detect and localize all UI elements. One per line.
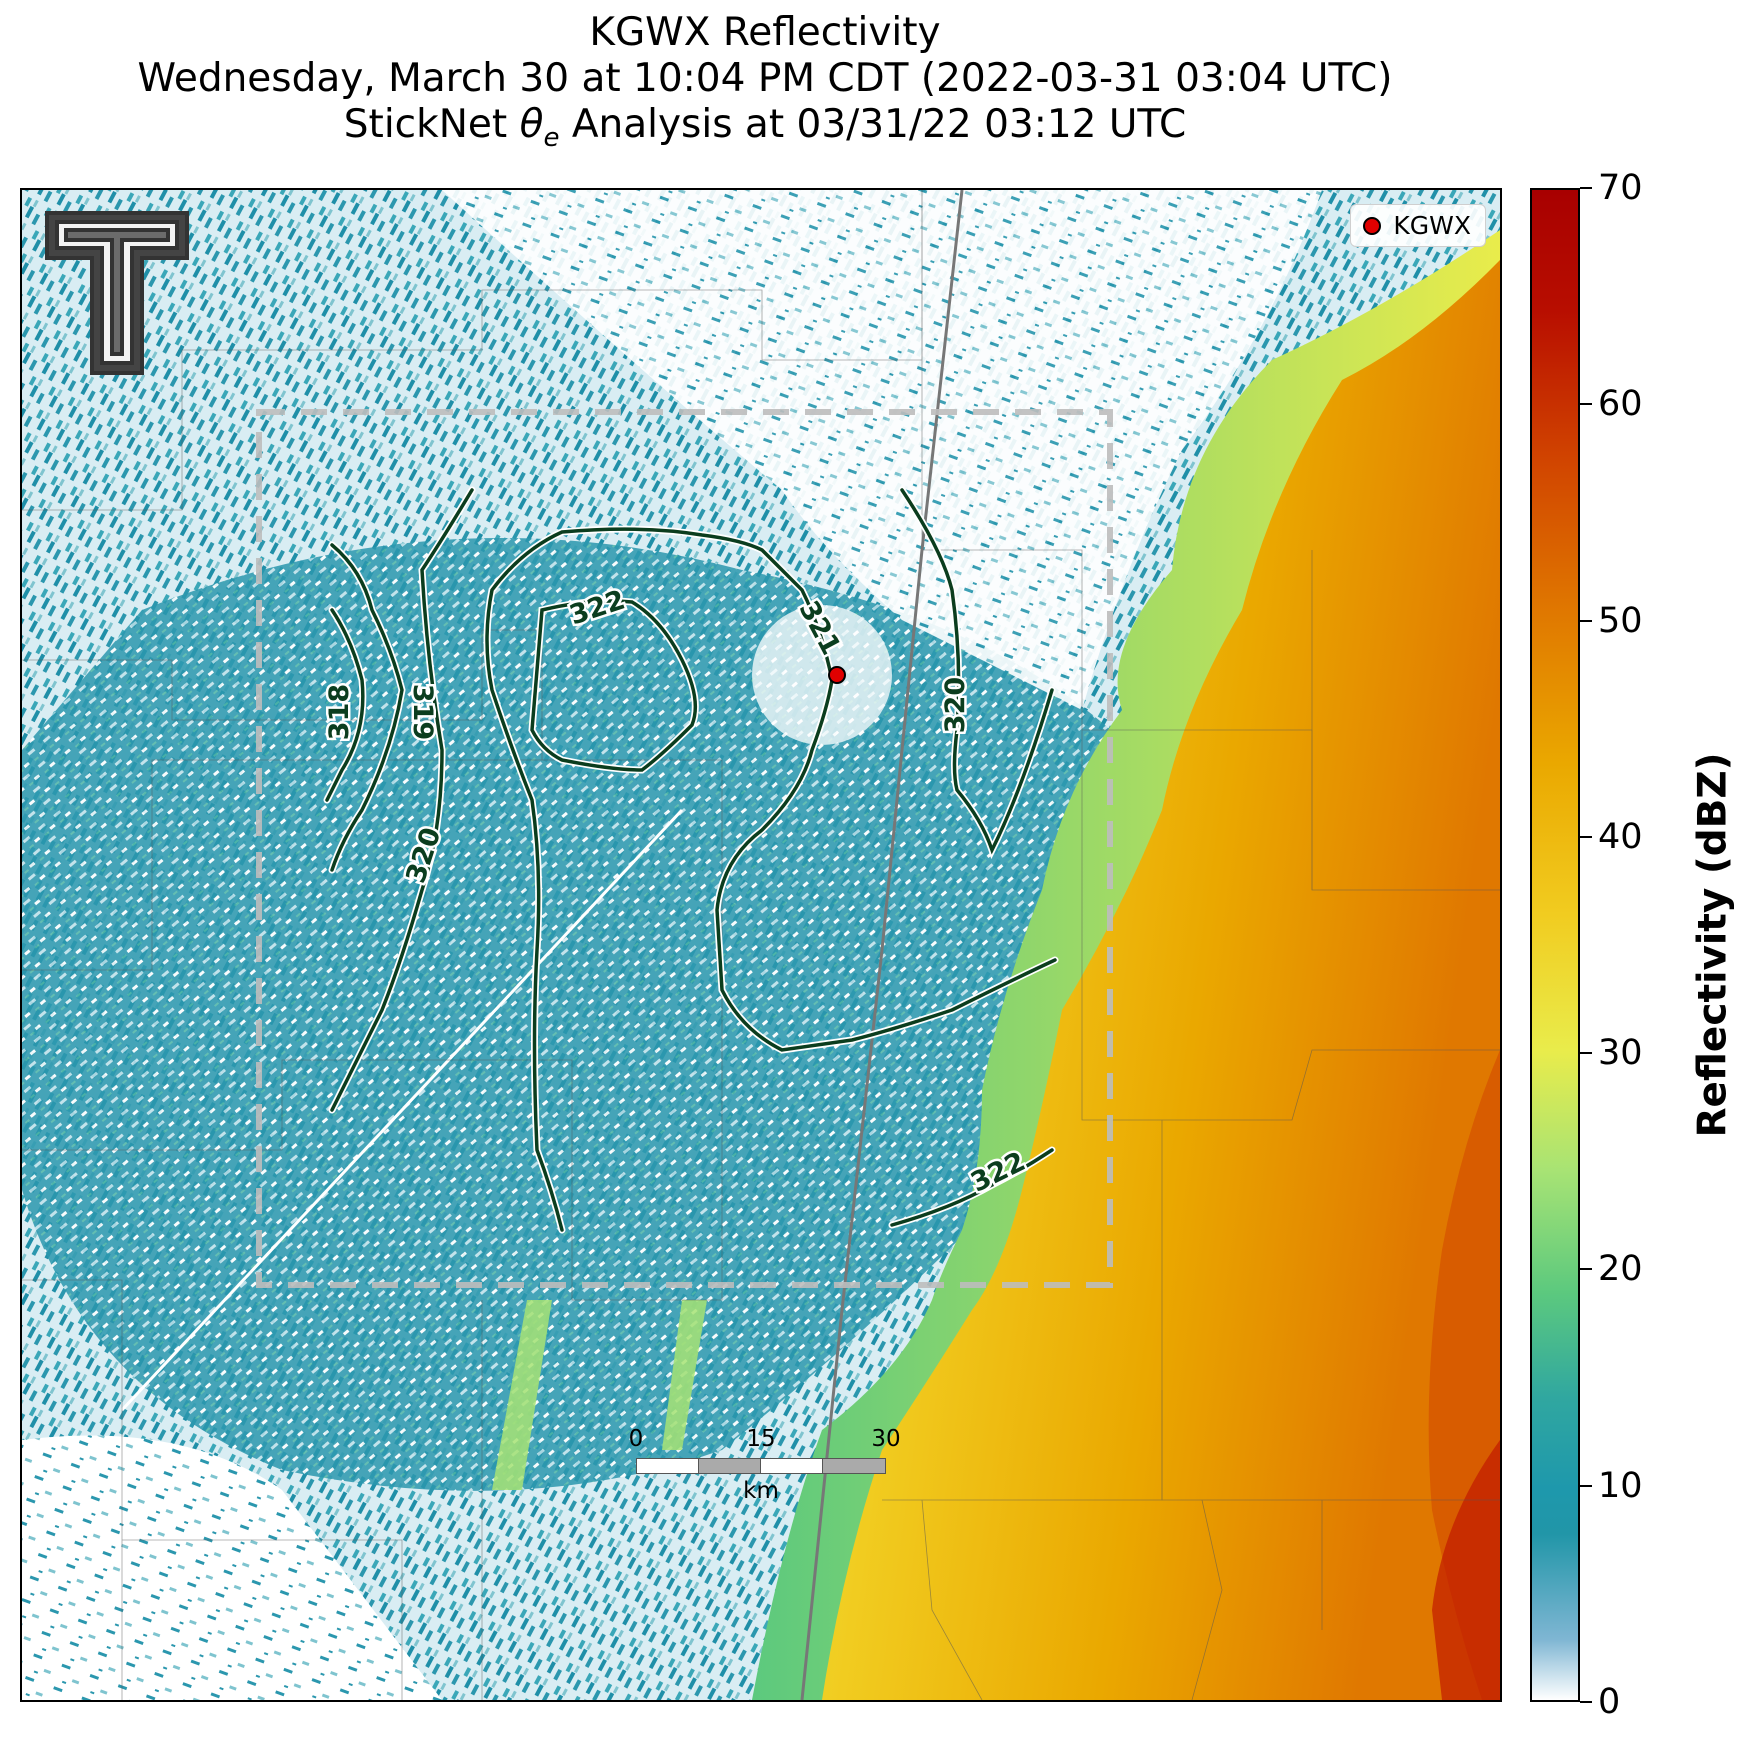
colorbar-title: Reflectivity (dBZ) (1690, 752, 1736, 1138)
colorbar-label-30: 30 (1598, 1033, 1643, 1074)
title-block: KGWX Reflectivity Wednesday, March 30 at… (0, 10, 1530, 161)
scale-unit: km (743, 1478, 779, 1504)
scale-tick-0: 0 (628, 1426, 644, 1452)
colorbar-label-0: 0 (1598, 1682, 1621, 1722)
radar-map[interactable]: 318 319 320 320 321 322 322 KGWX 0 15 30… (20, 188, 1502, 1702)
colorbar-tick-0 (1580, 1701, 1592, 1703)
radar-site-marker[interactable] (828, 666, 846, 684)
contour-label-318: 318 (324, 684, 355, 740)
radial-gap (120, 808, 684, 1412)
scale-tick-15: 15 (746, 1426, 776, 1452)
double-t-logo (45, 211, 189, 375)
highway (800, 190, 964, 1700)
legend-label: KGWX (1393, 211, 1471, 240)
theta-subscript: e (543, 122, 560, 153)
colorbar-label-10: 10 (1598, 1465, 1643, 1506)
scale-segment-4 (822, 1458, 886, 1474)
theta-symbol: θ (519, 102, 544, 147)
storm-core (822, 260, 1500, 1700)
dense-clear-air (22, 538, 1132, 1491)
colorbar-tick-60 (1580, 403, 1592, 406)
colorbar-label-70: 70 (1598, 168, 1643, 208)
band-1 (492, 1300, 552, 1490)
colorbar-label-50: 50 (1598, 600, 1643, 641)
colorbar-tick-20 (1580, 1268, 1592, 1271)
title-line-2: Wednesday, March 30 at 10:04 PM CDT (202… (137, 56, 1393, 101)
band-2 (662, 1300, 707, 1450)
radar-map-canvas: 318 319 320 320 321 322 322 (22, 190, 1500, 1700)
colorbar (1530, 188, 1580, 1702)
colorbar-tick-50 (1580, 619, 1592, 622)
scale-segment-2 (698, 1458, 761, 1474)
colorbar-label-60: 60 (1598, 384, 1643, 425)
title-line-3-suffix: Analysis at 03/31/22 03:12 UTC (559, 102, 1187, 147)
contour-label-320-east: 320 (940, 677, 971, 733)
title-line-3-prefix: StickNet (343, 102, 520, 147)
colorbar-tick-40 (1580, 835, 1592, 838)
county-borders (22, 190, 1500, 1700)
legend: KGWX (1350, 204, 1486, 247)
radar-site-legend-icon (1363, 216, 1382, 235)
scale-segment-3 (760, 1458, 823, 1474)
theta-e-contours (323, 486, 1059, 1234)
title-line-3: StickNet θe Analysis at 03/31/22 03:12 U… (0, 102, 1530, 161)
title-line-1: KGWX Reflectivity (589, 10, 941, 55)
colorbar-tick-30 (1580, 1052, 1592, 1055)
scale-bar: 0 15 30 km (629, 1426, 906, 1506)
sparse-echo-north (442, 190, 1322, 710)
heavy-precip-southeast (1432, 1440, 1500, 1700)
colorbar-tick-10 (1580, 1484, 1592, 1487)
scale-tick-30: 30 (871, 1426, 901, 1452)
contour-label-319: 319 (407, 684, 438, 740)
colorbar-label-20: 20 (1598, 1249, 1643, 1290)
scale-segment-1 (636, 1458, 699, 1474)
sparse-echo-southwest (22, 1435, 442, 1700)
radar-cone-of-silence (752, 605, 892, 745)
analysis-domain-box (256, 409, 1113, 1288)
colorbar-label-40: 40 (1598, 816, 1643, 857)
colorbar-tick-70 (1580, 187, 1592, 189)
